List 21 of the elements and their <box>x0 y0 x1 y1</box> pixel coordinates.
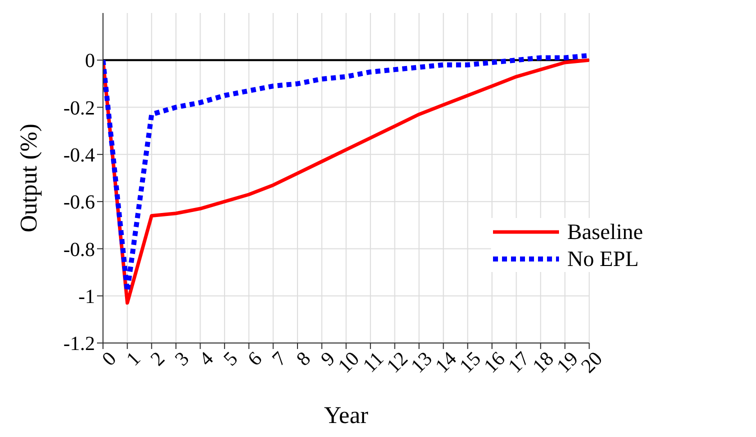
x-tick-label: 4 <box>195 348 218 370</box>
y-tick-label: -1 <box>78 286 95 308</box>
x-tick-label: 5 <box>220 348 242 370</box>
legend-label: Baseline <box>567 218 643 244</box>
x-tick-label: 6 <box>244 348 267 370</box>
x-tick-label: 1 <box>122 348 145 370</box>
y-tick-label: -0.2 <box>63 97 95 120</box>
legend-label: No EPL <box>567 246 639 272</box>
x-axis-title: Year <box>324 403 368 429</box>
y-tick-label: -0.4 <box>63 144 95 167</box>
y-tick-label: -1.2 <box>63 333 95 356</box>
x-tick-label: 0 <box>98 348 121 370</box>
y-tick-label: 0 <box>85 50 95 72</box>
y-axis-title: Output (%) <box>16 124 43 232</box>
x-tick-label: 20 <box>577 348 607 378</box>
x-tick-label: 2 <box>146 348 170 370</box>
x-tick-label: 8 <box>292 348 316 370</box>
y-tick-label: -0.8 <box>63 238 95 261</box>
x-tick-label: 7 <box>268 348 291 370</box>
y-tick-label: -0.6 <box>63 192 95 214</box>
x-tick-label: 3 <box>170 348 194 370</box>
